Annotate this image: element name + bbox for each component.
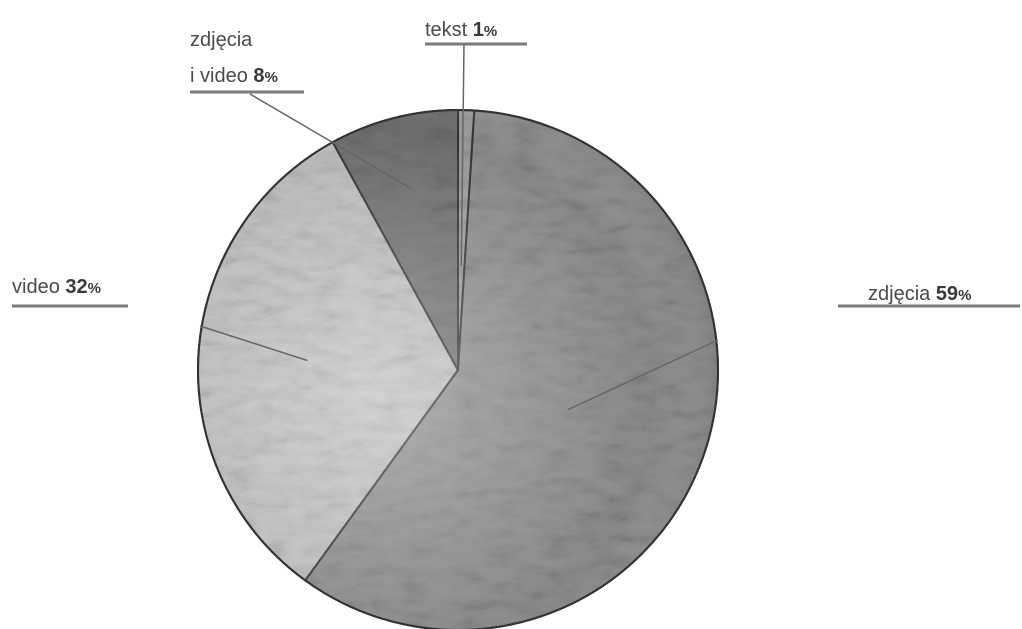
leader-line-zdjęcia-i-video: [249, 93, 412, 190]
slice-label-tekst: tekst 1%: [425, 19, 497, 41]
pie-slices: [197, 108, 719, 629]
leader-lines: [199, 43, 719, 411]
slice-labels: zdjęcia 59% video 32% zdjęcia i video 8% tek…: [12, 19, 1020, 308]
leader-line-zdjęcia: [567, 339, 719, 411]
leader-line-tekst: [460, 43, 465, 267]
slice-label-zdjęcia-i-video: zdjęcia i video 8%: [190, 29, 278, 87]
slice-label-video: video 32%: [12, 276, 101, 298]
leader-line-video: [199, 325, 308, 362]
pie-outline: [197, 109, 719, 629]
slice-label-zdjęcia: zdjęcia 59%: [868, 283, 971, 305]
pie-shading: [198, 110, 718, 629]
